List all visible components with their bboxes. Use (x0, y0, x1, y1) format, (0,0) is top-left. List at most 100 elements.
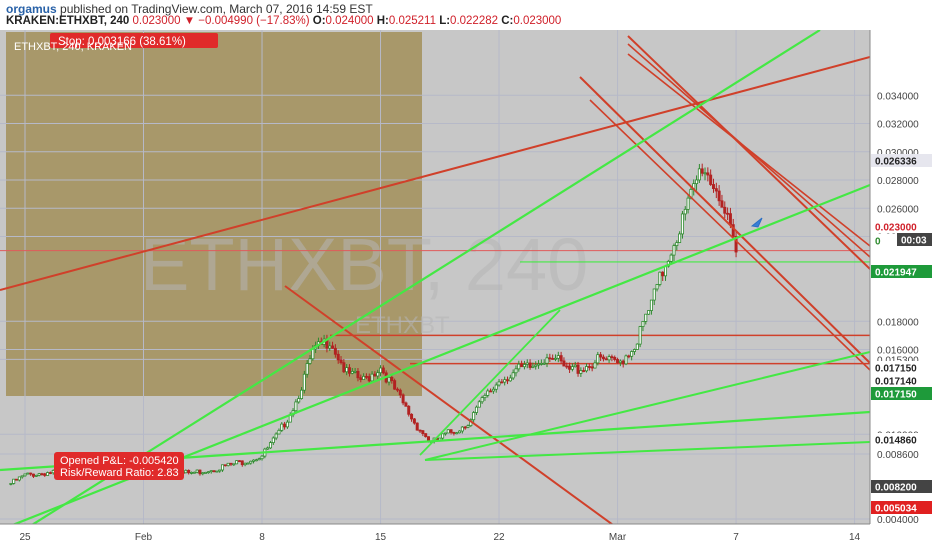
candle-body (331, 345, 335, 349)
price-chart[interactable]: ETHXBT, 240 ETHXBT Stop: 0.003166 (38.61… (0, 30, 932, 550)
price-tag-label: 00:03 (901, 236, 927, 247)
candle-body (582, 370, 586, 372)
ohlc-line: KRAKEN:ETHXBT, 240 0.023000 ▼ −0.004990 … (6, 15, 561, 27)
open-label: O: (312, 15, 326, 27)
candle-body (565, 365, 569, 368)
price-tag-label: 0.005034 (875, 504, 917, 515)
price-tick-label: 0.030000 (877, 148, 919, 159)
stop-label-box: Stop: 0.003166 (38.61%) (50, 33, 218, 48)
price-tag-bg (871, 387, 932, 400)
candle-body (491, 388, 495, 392)
pair-label: ETHXBT, 240, KRAKEN (14, 41, 132, 53)
candle-body (29, 472, 33, 475)
candle-body (539, 363, 543, 365)
candle-body (607, 356, 611, 361)
candle-body (570, 366, 574, 370)
chart-header: orgamus published on TradingView.com, Ma… (0, 0, 932, 30)
candle-body (353, 370, 357, 373)
candle-body (452, 432, 456, 434)
rr-label: Risk/Reward Ratio: 2.83 (60, 467, 179, 479)
candle-body (711, 184, 715, 189)
candle-body (9, 483, 13, 485)
candle-body (664, 265, 668, 277)
candle-body (280, 423, 284, 431)
candle-body (254, 459, 258, 462)
candle-body (31, 473, 35, 477)
candle-body (632, 349, 636, 352)
open-value: 0.024000 (325, 15, 374, 27)
candle-body (647, 310, 651, 315)
candle-body (672, 245, 676, 256)
candle-body (551, 358, 555, 360)
low-label: L: (439, 15, 451, 27)
price-tag-bg (871, 374, 932, 387)
candle-body (376, 372, 380, 377)
candle-body (209, 470, 213, 473)
candle-body (221, 464, 225, 471)
candle-body (367, 376, 371, 382)
candle-body (522, 364, 526, 368)
publish-info: published on TradingView.com, March 07, … (60, 2, 373, 16)
candle-body (548, 357, 552, 360)
price-tag-bg (871, 433, 932, 446)
candle-body (562, 360, 566, 367)
candle-body (477, 401, 481, 408)
candle-body (587, 366, 591, 368)
candle-body (418, 429, 422, 432)
candle-body (680, 213, 684, 235)
close-label: C: (501, 15, 514, 27)
candle-body (206, 471, 210, 474)
candle-body (345, 367, 349, 373)
candle-body (449, 429, 453, 433)
trend-line-green (419, 309, 561, 456)
candle-body (398, 389, 402, 396)
candle-body (573, 364, 577, 368)
candle-body (40, 473, 44, 476)
time-axis[interactable] (0, 524, 932, 550)
price-tag-label: 0.026336 (875, 157, 917, 168)
candle-body (661, 271, 665, 277)
candle-body (218, 469, 222, 472)
candle-body (260, 455, 264, 460)
candle-body (486, 390, 490, 396)
candle-body (514, 368, 518, 374)
candle-body (494, 384, 498, 390)
candle-body (407, 405, 411, 415)
price-tag-label: 0.017150 (875, 364, 917, 375)
candle-body (328, 345, 332, 349)
candle-body (466, 425, 470, 428)
candle-body (415, 422, 419, 431)
candle-body (511, 372, 515, 379)
candle-body (308, 358, 312, 364)
candle-body (223, 464, 227, 467)
price-change: −0.004990 (−17.83%) (198, 15, 310, 27)
candle-body (17, 476, 21, 481)
candle-body (283, 423, 287, 428)
price-tag-label: 0.017150 (875, 390, 917, 401)
candle-body (531, 365, 535, 368)
candle-body (235, 460, 239, 465)
candle-body (379, 367, 383, 374)
candle-body (638, 326, 642, 345)
candle-body (576, 364, 580, 374)
candle-body (271, 437, 275, 444)
candle-body (714, 188, 718, 192)
candle-body (302, 373, 306, 391)
cursor-arrow-icon (750, 217, 763, 228)
candle-body (525, 362, 529, 365)
candle-body (187, 469, 191, 474)
last-price: 0.023000 (132, 15, 181, 27)
candle-body (508, 377, 512, 382)
trend-line-green (424, 351, 870, 461)
price-tag-label: 0 (875, 237, 881, 248)
author-link[interactable]: orgamus (6, 2, 57, 16)
candle-body (669, 254, 673, 262)
candle-body (734, 235, 738, 253)
candle-body (726, 212, 730, 215)
channel-line-red (627, 35, 870, 270)
candle-body (266, 447, 270, 450)
candle-body (443, 432, 447, 435)
high-label: H: (376, 15, 389, 27)
price-tag-bg (871, 265, 932, 278)
candle-body (635, 343, 639, 350)
